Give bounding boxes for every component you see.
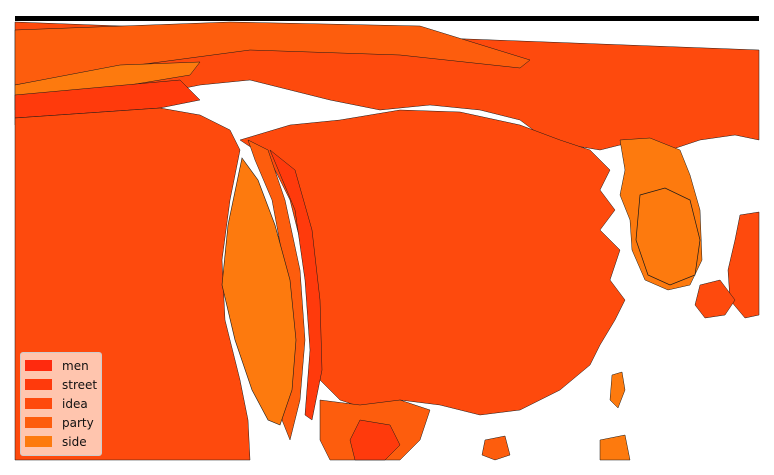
- legend-label-men: men: [62, 358, 89, 373]
- legend-swatch-men: [25, 360, 52, 371]
- region-peninsula-south: [635, 187, 701, 286]
- region-south-d: [599, 434, 631, 461]
- legend-item-idea: idea: [25, 394, 97, 413]
- region-island-east-2: [694, 279, 736, 319]
- region-strip-b: [269, 149, 323, 421]
- legend-item-side: side: [25, 432, 97, 451]
- legend-label-street: street: [62, 377, 98, 392]
- legend-item-street: street: [25, 375, 97, 394]
- region-north-strip-3: [14, 79, 201, 119]
- legend-swatch-party: [25, 417, 52, 428]
- legend-swatch-street: [25, 379, 52, 390]
- legend-item-men: men: [25, 356, 97, 375]
- region-island-east: [727, 211, 760, 319]
- map-top-border: [15, 16, 759, 21]
- legend-label-party: party: [62, 415, 94, 430]
- region-south-c: [481, 435, 511, 461]
- legend-label-side: side: [62, 434, 87, 449]
- map-legend: men street idea party side: [20, 352, 102, 456]
- region-island-south: [609, 371, 626, 409]
- region-lens: [221, 157, 297, 426]
- region-south-b: [349, 419, 401, 461]
- legend-item-party: party: [25, 413, 97, 432]
- legend-swatch-idea: [25, 398, 52, 409]
- legend-swatch-side: [25, 436, 52, 447]
- legend-label-idea: idea: [62, 396, 88, 411]
